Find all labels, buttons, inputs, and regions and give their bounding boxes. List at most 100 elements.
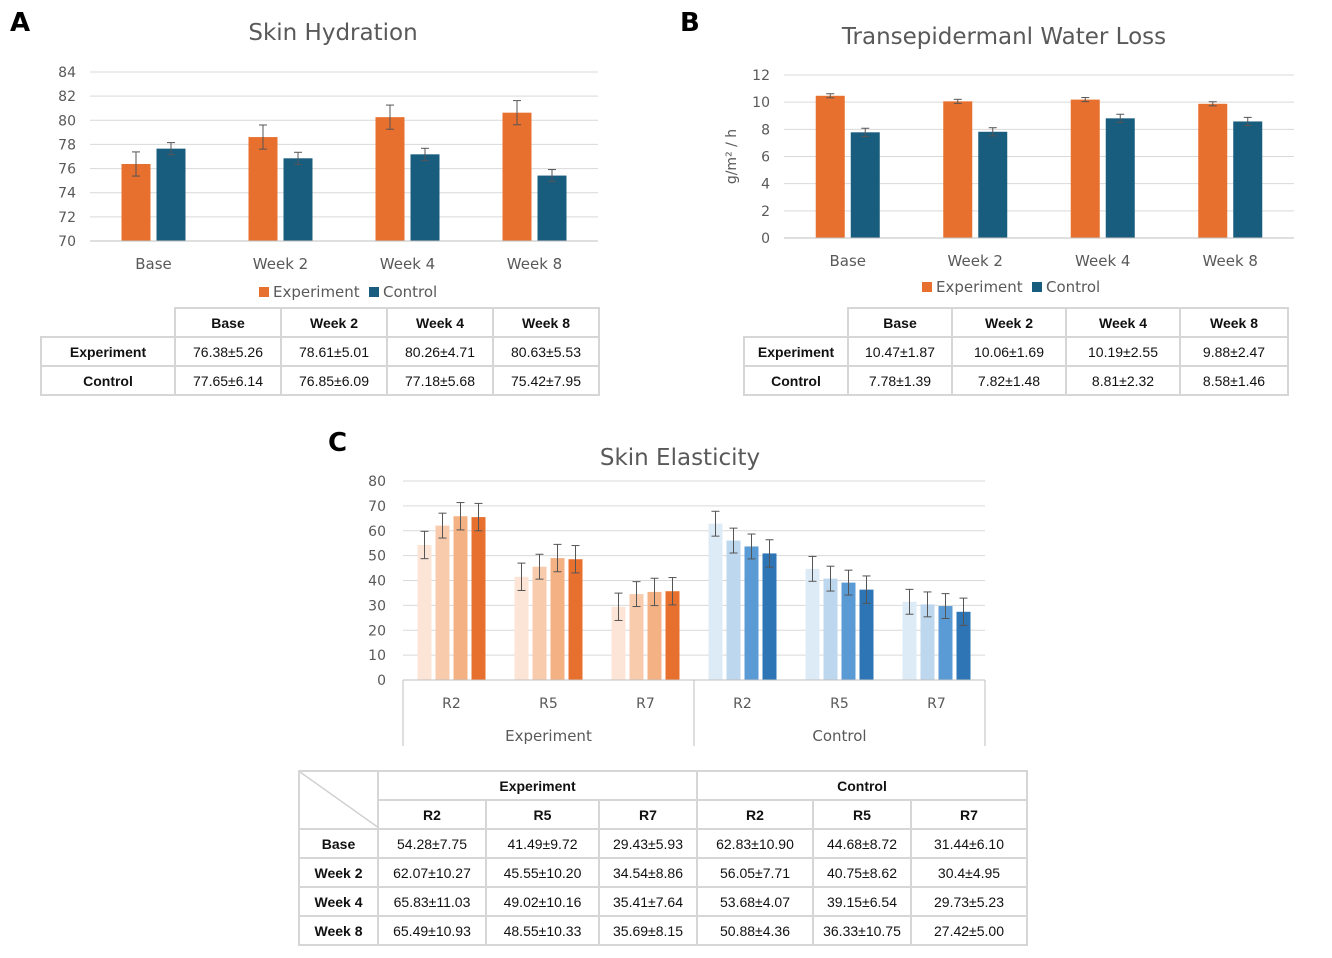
column-header: R5 bbox=[812, 799, 912, 830]
row-header: Experiment bbox=[743, 336, 849, 367]
table-cell: 56.05±7.71 bbox=[696, 857, 814, 888]
bar-experiment bbox=[568, 559, 583, 680]
table-row: Week 2 62.07±10.27 45.55±10.20 34.54±8.8… bbox=[298, 857, 1028, 888]
panel-b-letter: B bbox=[680, 8, 700, 38]
bar-experiment bbox=[502, 112, 532, 241]
bar-experiment bbox=[550, 558, 565, 680]
x-tick-label: Week 4 bbox=[1075, 252, 1130, 270]
table-cell: 34.54±8.86 bbox=[598, 857, 698, 888]
table-row: Control 77.65±6.14 76.85±6.09 77.18±5.68… bbox=[40, 365, 600, 396]
table-cell: 8.81±2.32 bbox=[1065, 365, 1181, 396]
x-tick-label: Base bbox=[135, 255, 172, 273]
y-tick-label: 30 bbox=[368, 598, 386, 614]
skin-elasticity-table: Experiment Control R2 R5 R7 R2 R5 R7 Bas… bbox=[298, 770, 1028, 946]
table-cell: 53.68±4.07 bbox=[696, 886, 814, 917]
table-cell: 35.41±7.64 bbox=[598, 886, 698, 917]
table-cell: 10.47±1.87 bbox=[847, 336, 953, 367]
x-tick-label: R7 bbox=[636, 696, 655, 712]
skin-elasticity-chart: Skin Elasticity 0 10 20 30 40 50 60 70 80 R2 R5 R7 Ex… bbox=[368, 445, 986, 746]
y-tick-label: 70 bbox=[368, 499, 386, 515]
y-tick-label: 78 bbox=[58, 137, 76, 153]
bar-experiment bbox=[121, 163, 151, 241]
bar-control bbox=[805, 568, 820, 680]
table-cell: 80.26±4.71 bbox=[386, 336, 494, 367]
table-row: Week 4 65.83±11.03 49.02±10.16 35.41±7.6… bbox=[298, 886, 1028, 917]
table-cell: 41.49±9.72 bbox=[485, 828, 600, 859]
column-header: R7 bbox=[598, 799, 698, 830]
legend-swatch bbox=[259, 287, 269, 297]
legend-swatch bbox=[922, 282, 932, 292]
table-cell: 77.65±6.14 bbox=[174, 365, 282, 396]
chart-title: Skin Elasticity bbox=[600, 445, 760, 471]
group-label: Control bbox=[812, 727, 866, 745]
y-tick-label: 82 bbox=[58, 89, 76, 105]
bar-control bbox=[726, 540, 741, 680]
bar-experiment bbox=[1198, 103, 1228, 239]
bar-experiment bbox=[375, 117, 405, 241]
bar-experiment bbox=[1070, 99, 1100, 238]
chart-title: Skin Hydration bbox=[248, 20, 417, 46]
y-tick-label: 70 bbox=[58, 234, 76, 250]
table-row: Experiment 76.38±5.26 78.61±5.01 80.26±4… bbox=[40, 336, 600, 367]
table-cell: 27.42±5.00 bbox=[910, 915, 1028, 946]
table-cell: 8.58±1.46 bbox=[1179, 365, 1289, 396]
column-header: Week 8 bbox=[1179, 307, 1289, 338]
y-tick-label: 0 bbox=[761, 231, 770, 247]
bar-experiment bbox=[611, 606, 626, 680]
column-header: Week 2 bbox=[951, 307, 1067, 338]
table-row: Control 7.78±1.39 7.82±1.48 8.81±2.32 8.… bbox=[743, 365, 1289, 396]
group-header-experiment: Experiment bbox=[377, 770, 698, 801]
x-tick-label: Week 4 bbox=[380, 255, 435, 273]
y-tick-label: 6 bbox=[761, 150, 770, 166]
x-tick-label: Week 2 bbox=[948, 252, 1003, 270]
x-tick-label: Week 8 bbox=[507, 255, 562, 273]
table-corner bbox=[40, 307, 176, 338]
y-tick-label: 74 bbox=[58, 186, 76, 202]
row-header: Experiment bbox=[40, 336, 176, 367]
table-cell: 54.28±7.75 bbox=[377, 828, 487, 859]
table-cell: 77.18±5.68 bbox=[386, 365, 494, 396]
skin-hydration-table: Base Week 2 Week 4 Week 8 Experiment 76.… bbox=[40, 307, 600, 396]
bar-control bbox=[978, 131, 1008, 238]
table-cell: 48.55±10.33 bbox=[485, 915, 600, 946]
row-header: Base bbox=[298, 828, 379, 859]
bar-experiment bbox=[815, 95, 845, 238]
bar-control bbox=[938, 606, 953, 680]
column-header: R2 bbox=[696, 799, 814, 830]
diagonal-divider bbox=[300, 772, 379, 828]
bar-control bbox=[902, 601, 917, 680]
table-cell: 49.02±10.16 bbox=[485, 886, 600, 917]
table-cell: 40.75±8.62 bbox=[812, 857, 912, 888]
table-cell: 62.83±10.90 bbox=[696, 828, 814, 859]
bar-control bbox=[920, 604, 935, 680]
table-cell: 78.61±5.01 bbox=[280, 336, 388, 367]
bar-experiment bbox=[532, 566, 547, 680]
legend-swatch bbox=[369, 287, 379, 297]
y-tick-label: 40 bbox=[368, 574, 386, 590]
bar-experiment bbox=[435, 525, 450, 680]
bar-control bbox=[850, 132, 880, 238]
y-tick-label: 84 bbox=[58, 65, 76, 81]
table-row: Experiment 10.47±1.87 10.06±1.69 10.19±2… bbox=[743, 336, 1289, 367]
bar-experiment bbox=[471, 517, 486, 680]
bar-experiment bbox=[514, 576, 529, 680]
row-header: Control bbox=[743, 365, 849, 396]
table-cell: 65.49±10.93 bbox=[377, 915, 487, 946]
table-cell: 30.4±4.95 bbox=[910, 857, 1028, 888]
x-tick-label: R5 bbox=[830, 696, 849, 712]
y-tick-label: 0 bbox=[377, 673, 386, 689]
row-header: Week 4 bbox=[298, 886, 379, 917]
group-label: Experiment bbox=[505, 727, 592, 745]
column-header: Week 4 bbox=[1065, 307, 1181, 338]
y-tick-label: 60 bbox=[368, 524, 386, 540]
legend-swatch bbox=[1032, 282, 1042, 292]
legend-label: Control bbox=[1046, 278, 1100, 296]
y-tick-label: 4 bbox=[761, 177, 770, 193]
bar-experiment bbox=[453, 516, 468, 680]
tewl-table: Base Week 2 Week 4 Week 8 Experiment 10.… bbox=[743, 307, 1289, 396]
bar-experiment bbox=[629, 594, 644, 680]
table-row: Week 8 65.49±10.93 48.55±10.33 35.69±8.1… bbox=[298, 915, 1028, 946]
column-header: Base bbox=[847, 307, 953, 338]
table-cell: 76.38±5.26 bbox=[174, 336, 282, 367]
row-header: Week 8 bbox=[298, 915, 379, 946]
